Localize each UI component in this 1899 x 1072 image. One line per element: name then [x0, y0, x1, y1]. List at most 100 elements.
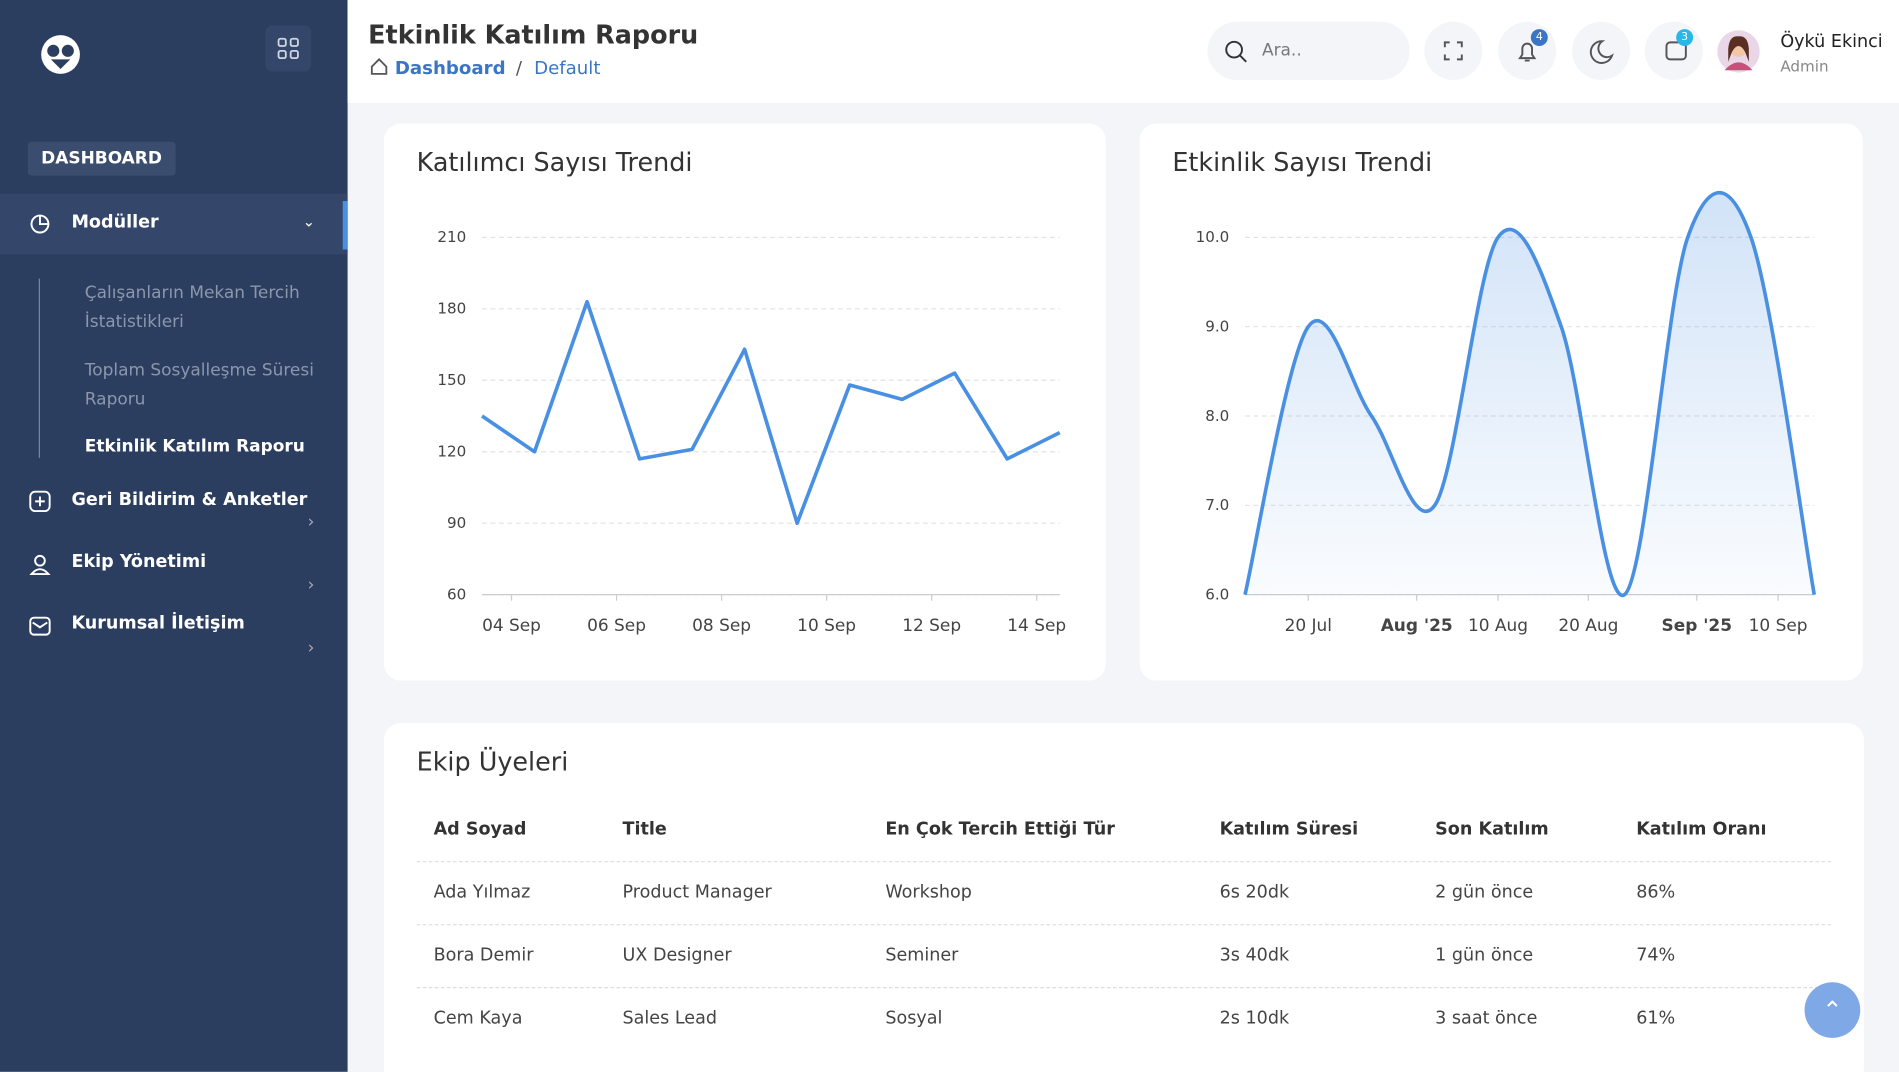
notification-button[interactable]: [1498, 21, 1557, 80]
message-badge: 3: [1676, 29, 1694, 47]
x-tick-label: 12 Sep: [902, 615, 961, 635]
icon: [29, 616, 51, 636]
submenu-item[interactable]: Çalışanların Mekan Tercih İstatistikleri: [84, 283, 300, 332]
menu-label[interactable]: Ekip Yönetimi: [71, 552, 207, 572]
grid-toggle[interactable]: [265, 25, 312, 72]
theme-button[interactable]: [1572, 21, 1631, 80]
y-tick-label: 180: [437, 300, 466, 318]
cell: 3s 40dk: [1219, 945, 1290, 966]
submenu-item[interactable]: Toplam Sosyalleşme Süresi Raporu: [84, 360, 314, 410]
row-divider: [416, 861, 1832, 863]
y-tick-label: 90: [447, 514, 466, 532]
cell: Sosyal: [885, 1008, 943, 1029]
column-header: Ad Soyad: [433, 819, 527, 840]
home-icon: [370, 58, 388, 75]
breadcrumb[interactable]: Dashboard: [394, 56, 506, 79]
topbar-icons: [1443, 40, 1687, 64]
x-tick-label: Aug '25: [1381, 615, 1453, 635]
message-button[interactable]: [1644, 21, 1703, 80]
breadcrumb-sep: /: [515, 56, 523, 79]
table-card: Ekip Üyeleri Ad Soyad Title En Çok Tercih …: [383, 723, 1864, 1072]
cell: Workshop: [885, 882, 972, 903]
section-label: DASHBOARD: [27, 141, 176, 176]
cell: 3 saat önce: [1435, 1008, 1538, 1029]
x-tick-label: 10 Sep: [1749, 615, 1808, 635]
chart-card: Katılımcı Sayısı Trendi 60 90 120 150 180 210…: [383, 123, 1106, 681]
x-tick-label: 06 Sep: [587, 615, 646, 635]
x-tick-label: 08 Sep: [692, 615, 751, 635]
tree-line: [38, 278, 40, 458]
y-tick-label: 10.0: [1196, 228, 1230, 246]
y-tick-label: 9.0: [1205, 318, 1229, 336]
cell: 2s 10dk: [1219, 1008, 1290, 1029]
sidebar: DASHBOARD Modüller ⌄ Çalışanların Mekan …: [0, 0, 348, 1072]
icon: [29, 554, 51, 576]
y-tick-label: 120: [437, 443, 466, 461]
cell: Cem Kaya: [433, 1008, 523, 1029]
chart-title: Etkinlik Sayısı Trendi: [1172, 147, 1433, 177]
table-title: Ekip Üyeleri: [416, 747, 569, 777]
row-divider: [416, 924, 1832, 926]
row-divider: [416, 987, 1832, 989]
cell: 6s 20dk: [1219, 882, 1290, 903]
cell: Sales Lead: [622, 1008, 718, 1029]
y-tick-label: 8.0: [1205, 407, 1229, 425]
x-tick-label: 10 Sep: [797, 615, 856, 635]
line: [480, 299, 1061, 526]
column-header: Son Katılım: [1435, 819, 1549, 840]
x-tick-label: 10 Aug: [1468, 615, 1528, 635]
breadcrumb[interactable]: Default: [534, 56, 601, 79]
y-tick-label: 7.0: [1205, 496, 1229, 514]
icon: [29, 490, 51, 513]
cell: UX Designer: [622, 945, 732, 966]
menu-label[interactable]: Kurumsal İletişim: [71, 614, 245, 634]
y-tick-label: 6.0: [1205, 585, 1229, 603]
chart-card: Etkinlik Sayısı Trendi 6.0 7.0 8.0 9.0 10.0 2…: [1139, 123, 1863, 681]
active-indicator: [342, 201, 348, 250]
line: [1243, 191, 1817, 597]
topbar: Etkinlik Katılım Raporu Dashboard / Defa…: [347, 0, 1899, 103]
column-header: Katılım Oranı: [1636, 819, 1767, 840]
x-tick-label: Sep '25: [1662, 615, 1732, 635]
user-role[interactable]: Admin: [1780, 56, 1829, 76]
y-tick-label: 210: [437, 228, 466, 246]
cell: Product Manager: [622, 882, 772, 903]
area: [1245, 192, 1815, 596]
y-tick-label: 60: [447, 585, 466, 603]
cell: Bora Demir: [433, 945, 534, 966]
x-tick-label: 04 Sep: [482, 615, 541, 635]
x-tick-label: 20 Aug: [1558, 615, 1618, 635]
avatar: [1717, 30, 1760, 73]
icon: [30, 214, 50, 234]
cell: 1 gün önce: [1435, 945, 1534, 966]
cell: 61%: [1636, 1008, 1676, 1029]
cell: Seminer: [885, 945, 959, 966]
cell: Ada Yılmaz: [433, 882, 531, 903]
menu-label[interactable]: Geri Bildirim & Anketler: [71, 490, 308, 510]
menu-label[interactable]: Modüller: [71, 213, 159, 233]
cell: 74%: [1636, 945, 1676, 966]
x-tick-label: 14 Sep: [1007, 615, 1066, 635]
x-tick-label: 20 Jul: [1285, 615, 1332, 635]
user-name: Öykü Ekinci: [1780, 32, 1883, 53]
column-header: En Çok Tercih Ettiği Tür: [885, 819, 1115, 840]
page-title: Etkinlik Katılım Raporu: [368, 20, 699, 50]
chart: 60 90 120 150 180 210 04 Sep 06 Sep 08 Sep 10 Sep…: [437, 228, 1066, 635]
scroll-top-button[interactable]: ⌃: [1804, 982, 1861, 1038]
column-header: Katılım Süresi: [1219, 819, 1359, 840]
chevrons: › › ›: [307, 512, 315, 658]
chevron: ⌄: [302, 213, 315, 231]
notification-badge: 4: [1530, 29, 1548, 47]
menu-item-active[interactable]: [0, 193, 348, 255]
cell: 2 gün önce: [1435, 882, 1534, 903]
search-placeholder: Ara..: [1261, 41, 1302, 61]
chart-title: Katılımcı Sayısı Trendi: [416, 147, 693, 177]
submenu-item-active[interactable]: Etkinlik Katılım Raporu: [84, 437, 305, 457]
fullscreen-button[interactable]: [1424, 21, 1483, 80]
y-tick-label: 150: [437, 371, 466, 389]
search-icon: [1225, 40, 1247, 63]
cell: 86%: [1636, 882, 1676, 903]
column-header: Title: [622, 819, 667, 840]
chart: 6.0 7.0 8.0 9.0 10.0 20 Jul Aug '25 10 Aug 20 Au…: [1196, 191, 1817, 635]
